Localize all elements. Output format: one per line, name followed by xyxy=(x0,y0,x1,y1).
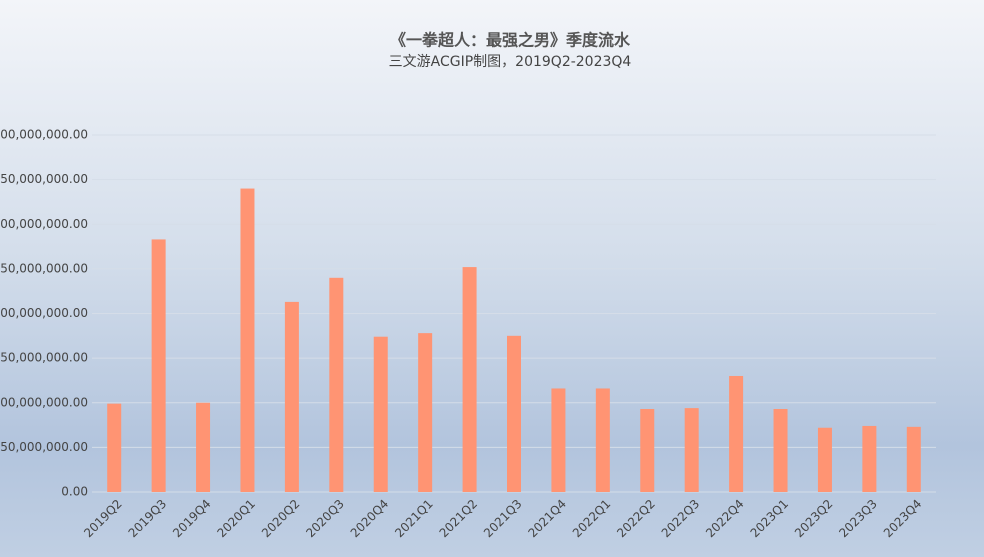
bar xyxy=(640,408,655,492)
bar xyxy=(906,426,921,492)
x-tick-label: 2021Q2 xyxy=(437,497,481,541)
x-tick-label: 2020Q3 xyxy=(303,497,347,541)
bar xyxy=(240,188,255,493)
x-tick-label: 2022Q1 xyxy=(570,497,614,541)
y-tick-label: 150,000,000.00 xyxy=(0,351,88,365)
bar xyxy=(862,425,877,492)
bar xyxy=(284,301,299,492)
chart-subtitle: 三文游ACGIP制图，2019Q2-2023Q4 xyxy=(389,54,632,70)
y-tick-label: 100,000,000.00 xyxy=(0,395,88,409)
x-tick-label: 2022Q2 xyxy=(614,497,658,541)
x-tick-label: 2019Q2 xyxy=(81,497,125,541)
bar xyxy=(151,239,166,492)
bar xyxy=(329,277,344,492)
y-tick-label: 50,000,000.00 xyxy=(0,440,88,454)
x-tick-label: 2019Q3 xyxy=(126,497,170,541)
bar xyxy=(507,335,521,492)
y-tick-label: 400,000,000.00 xyxy=(0,128,88,142)
y-tick-label: 0.00 xyxy=(61,485,88,499)
bar xyxy=(418,333,433,492)
x-tick-label: 2019Q4 xyxy=(170,497,214,541)
x-tick-label: 2023Q3 xyxy=(836,497,880,541)
bar xyxy=(462,267,477,492)
chart-title: 《一拳超人：最强之男》季度流水 xyxy=(390,31,631,50)
y-tick-label: 300,000,000.00 xyxy=(0,217,88,231)
x-tick-label: 2021Q3 xyxy=(481,497,525,541)
x-tick-label: 2020Q2 xyxy=(259,497,303,541)
bar xyxy=(373,336,388,492)
bar xyxy=(196,402,211,492)
x-tick-label: 2020Q1 xyxy=(214,497,258,541)
x-tick-label: 2022Q3 xyxy=(659,497,703,541)
bar xyxy=(729,375,744,492)
bar xyxy=(817,427,832,492)
bar xyxy=(107,403,122,492)
x-tick-label: 2023Q4 xyxy=(881,497,925,541)
bar xyxy=(595,388,610,492)
x-tick-label: 2023Q1 xyxy=(748,497,792,541)
bar xyxy=(551,388,566,492)
y-tick-label: 350,000,000.00 xyxy=(0,172,88,186)
y-tick-label: 250,000,000.00 xyxy=(0,261,88,275)
x-tick-label: 2021Q1 xyxy=(392,497,436,541)
x-tick-label: 2022Q4 xyxy=(703,497,747,541)
bar xyxy=(773,408,788,492)
x-tick-label: 2021Q4 xyxy=(525,497,569,541)
y-tick-label: 200,000,000.00 xyxy=(0,306,88,320)
x-tick-label: 2020Q4 xyxy=(348,497,392,541)
x-tick-label: 2023Q2 xyxy=(792,497,836,541)
bar xyxy=(684,408,699,492)
